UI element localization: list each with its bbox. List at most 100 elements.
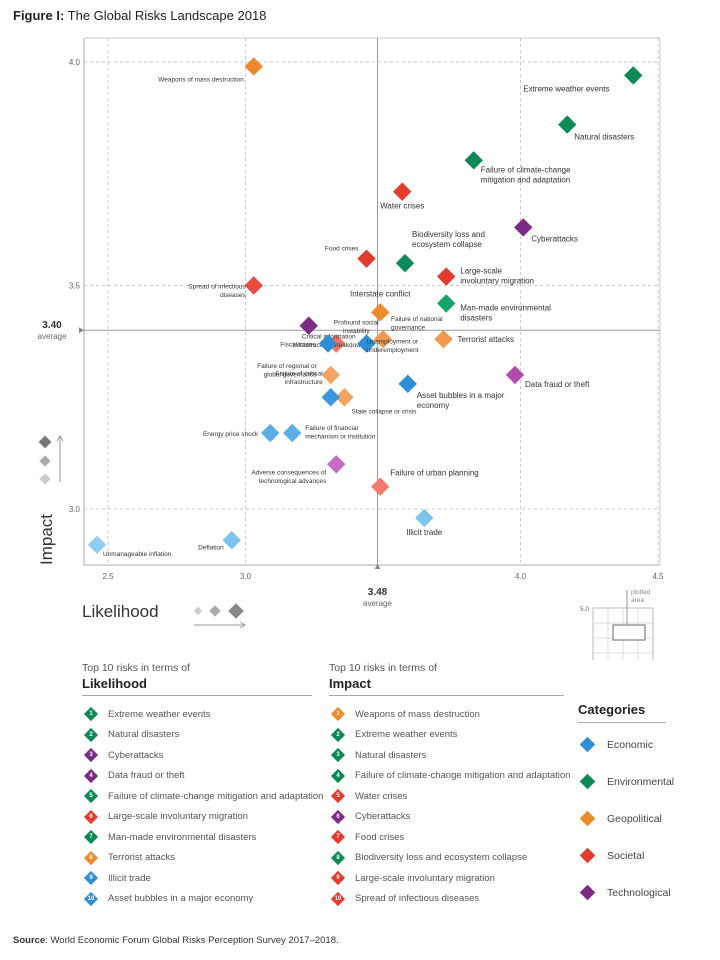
rank-label: Terrorist attacks [108,852,176,864]
impact-list-title: Impact [329,676,371,691]
rank-number: 10 [334,895,342,902]
rank-label: Asset bubbles in a major economy [108,893,254,905]
rank-badge-icon: 6 [83,809,99,824]
rank-badge-icon: 6 [330,809,346,824]
risk-point [87,535,107,554]
rank-number: 7 [336,834,340,841]
impact-scale-icon [39,473,51,485]
rank-badge-icon: 10 [330,891,346,906]
rank-label: Cyberattacks [108,749,164,761]
inset-note: plotted [631,589,651,596]
divider [578,722,666,723]
list-item: 4 Data fraud or theft [82,766,323,787]
risk-point-label-line: mechanism or institution [305,434,375,441]
rank-badge-icon: 4 [330,768,346,783]
inset-plotted-area [612,624,646,641]
rank-number: 9 [336,875,340,882]
rank-number: 9 [89,875,93,882]
risk-point-label-line: disasters [460,313,492,322]
risk-point [624,66,643,85]
figure-title: Figure I: The Global Risks Landscape 201… [13,8,266,23]
risk-point [434,329,453,349]
x-average-marker [374,564,381,569]
likelihood-list: 1 Extreme weather events 2 Natural disaster… [82,704,323,909]
category-item: Economic [578,726,674,763]
divider [82,695,312,696]
likelihood-arrow-icon [239,621,246,629]
list-item: 7 Man-made environmental disasters [82,827,323,848]
list-item: 5 Water crises [329,786,570,807]
risk-point-label: Failure of regional or global governance [257,363,317,379]
y-tick-label: 4.0 [69,58,81,67]
risk-point-label-line: technological advances [259,478,327,485]
likelihood-list-heading: Top 10 risks in terms of Likelihood [82,660,190,692]
list-item: 10 Spread of infectious diseases [329,889,570,910]
risk-point [395,253,415,273]
risk-point-label-line: global governance [264,371,318,378]
category-label: Economic [607,738,654,751]
rank-number: 1 [89,711,93,718]
x-average-label: average [363,599,392,608]
rank-number: 3 [336,752,340,759]
risk-point [321,388,340,407]
rank-badge-icon: 1 [83,707,99,722]
rank-badge-icon: 1 [330,707,346,722]
rank-number: 5 [89,793,93,800]
risk-point-label: Food crises [325,246,359,253]
rank-number: 7 [89,834,93,841]
risk-point-label-line: Adverse consequences of [251,469,326,476]
rank-label: Man-made environmental disasters [108,831,257,843]
category-swatch-icon [579,810,596,827]
impact-list-heading: Top 10 risks in terms of Impact [329,660,437,692]
risk-point-label: Spread of infectious diseases [188,284,246,300]
risk-point-label: Failure of climate-change mitigation and … [481,165,571,184]
risk-point-label: Water crises [380,202,424,211]
rank-badge-icon: 5 [83,789,99,804]
y-tick-label: 3.5 [69,282,81,291]
rank-badge-icon: 7 [83,830,99,845]
category-label: Environmental [607,775,675,788]
x-axis-title: Likelihood [82,602,159,621]
x-average-value: 3.48 [368,587,388,598]
rank-badge-icon: 5 [330,789,346,804]
rank-number: 3 [89,752,93,759]
risk-point-label: Interstate conflict [350,289,411,298]
risk-point-label-line: Man-made environmental [460,303,551,312]
inset-note: area [631,597,644,604]
rank-badge-icon: 8 [83,850,99,865]
rank-label: Failure of climate-change mitigation and… [108,790,324,802]
list-item: 2 Extreme weather events [329,725,570,746]
risk-point-label: Energy price shock [203,431,259,438]
rank-number: 4 [336,772,340,779]
list-item: 3 Natural disasters [329,745,570,766]
risk-point-label: Terrorist attacks [458,335,514,344]
risk-point-label: Adverse consequences of technological adv… [251,469,327,485]
risk-point [558,115,577,134]
list-item: 8 Terrorist attacks [82,848,323,869]
risk-point-label: Unemployment or underemployment [366,339,418,355]
risk-point-label-line: Profound social [334,320,379,327]
category-label: Geopolitical [607,812,662,825]
risk-point-label: Failure of national governance [391,316,443,332]
category-swatch-icon [579,736,596,753]
risk-point-label: Natural disasters [574,133,634,142]
risk-point-label-line: mitigation and adaptation [481,175,570,184]
risk-point-label-line: Failure of regional or [257,363,317,370]
figure-label: Figure I: [13,8,65,23]
risk-point-label-line: Asset bubbles in a major [417,391,505,400]
risk-point-label-line: Unemployment or [367,339,419,346]
risk-point [371,477,390,496]
risk-point [437,294,456,313]
rank-label: Data fraud or theft [108,770,185,782]
rank-number: 2 [336,731,340,738]
rank-label: Food crises [355,831,405,843]
y-tick-label: 3.0 [69,505,81,514]
rank-label: Water crises [355,790,408,802]
risk-point [222,531,241,550]
rank-number: 8 [336,854,340,861]
rank-label: Failure of climate-change mitigation and… [355,770,571,782]
x-tick-label: 4.5 [652,572,664,581]
y-axis-title: Impact [37,514,56,565]
rank-badge-icon: 3 [330,748,346,763]
rank-badge-icon: 2 [330,727,346,742]
